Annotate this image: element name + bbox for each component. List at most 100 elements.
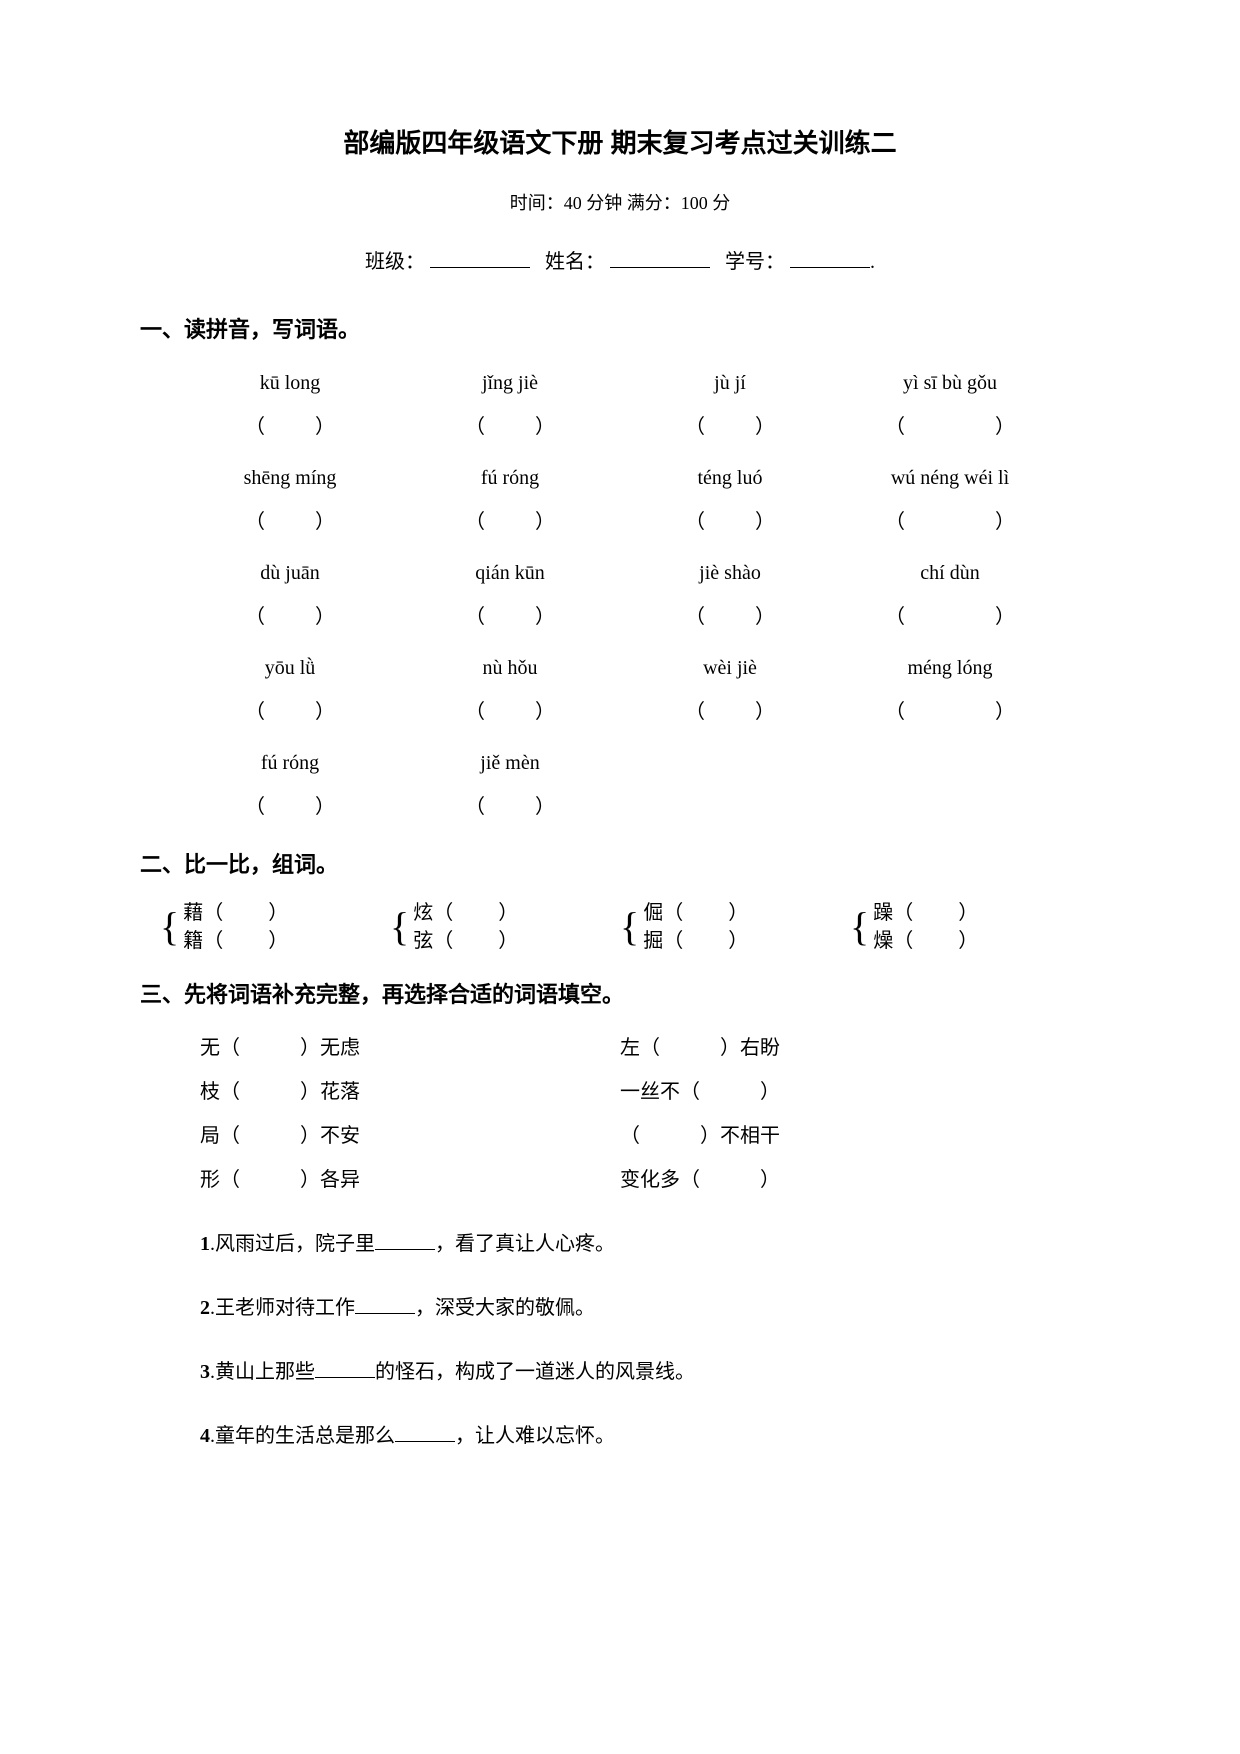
paren-cell[interactable]: （） bbox=[400, 694, 620, 730]
idiom-cell[interactable]: 局（ ）不安 bbox=[200, 1118, 620, 1154]
idiom-row-2: 枝（ ）花落 一丝不（ ） bbox=[140, 1074, 1100, 1110]
pinyin-cell: méng lóng bbox=[840, 650, 1060, 686]
pinyin-row-3: dù juān qián kūn jiè shào chí dùn bbox=[140, 555, 1100, 591]
char-line[interactable]: 掘（ ） bbox=[643, 927, 748, 955]
fill-sentence-3: 3.黄山上那些 的怪石，构成了一道迷人的风景线。 bbox=[140, 1354, 1100, 1390]
paren-cell[interactable]: （） bbox=[400, 599, 620, 635]
idiom-cell[interactable]: 左（ ）右盼 bbox=[620, 1030, 1040, 1066]
char-line[interactable]: 燥（ ） bbox=[873, 927, 978, 955]
idiom-row-1: 无（ ）无虑 左（ ）右盼 bbox=[140, 1030, 1100, 1066]
pinyin-cell: jǐng jiè bbox=[400, 365, 620, 401]
paren-row-3: （） （） （） （） bbox=[140, 599, 1100, 635]
char-line[interactable]: 倔（ ） bbox=[643, 899, 748, 927]
pinyin-cell: fú róng bbox=[400, 460, 620, 496]
paren-cell[interactable]: （） bbox=[620, 409, 840, 445]
pinyin-row-2: shēng míng fú róng téng luó wú néng wéi … bbox=[140, 460, 1100, 496]
paren-cell[interactable]: （） bbox=[620, 504, 840, 540]
paren-cell[interactable]: （） bbox=[840, 694, 1060, 730]
section1-title: 一、读拼音，写词语。 bbox=[140, 310, 1100, 350]
class-blank[interactable] bbox=[430, 246, 530, 268]
pinyin-row-1: kū long jǐng jiè jù jí yì sī bù gǒu bbox=[140, 365, 1100, 401]
paren-cell[interactable]: （） bbox=[620, 694, 840, 730]
pinyin-cell: dù juān bbox=[180, 555, 400, 591]
idiom-cell[interactable]: 形（ ）各异 bbox=[200, 1162, 620, 1198]
id-label: 学号： bbox=[725, 251, 785, 273]
idiom-cell[interactable]: （ ）不相干 bbox=[620, 1118, 1040, 1154]
pinyin-cell: nù hǒu bbox=[400, 650, 620, 686]
paren-cell[interactable]: （） bbox=[180, 694, 400, 730]
sentence-before: .黄山上那些 bbox=[210, 1361, 315, 1383]
paren-cell[interactable]: （） bbox=[180, 789, 400, 825]
paren-cell[interactable]: （） bbox=[400, 504, 620, 540]
period: . bbox=[870, 251, 875, 273]
class-label: 班级： bbox=[365, 251, 425, 273]
pinyin-cell: téng luó bbox=[620, 460, 840, 496]
pinyin-cell: jù jí bbox=[620, 365, 840, 401]
student-info-line: 班级： 姓名： 学号： . bbox=[140, 244, 1100, 280]
section3-title: 三、先将词语补充完整，再选择合适的词语填空。 bbox=[140, 975, 1100, 1015]
fill-sentence-1: 1.风雨过后，院子里，看了真让人心疼。 bbox=[140, 1226, 1100, 1262]
sentence-after: ，让人难以忘怀。 bbox=[455, 1425, 615, 1447]
brace-icon: { bbox=[390, 907, 409, 947]
paren-cell[interactable]: （） bbox=[620, 599, 840, 635]
paren-cell[interactable]: （） bbox=[180, 504, 400, 540]
paren-row-2: （） （） （） （） bbox=[140, 504, 1100, 540]
paren-row-1: （） （） （） （） bbox=[140, 409, 1100, 445]
fill-blank[interactable] bbox=[355, 1294, 415, 1314]
pinyin-cell: chí dùn bbox=[840, 555, 1060, 591]
name-label: 姓名： bbox=[545, 251, 605, 273]
compare-group-2: { 炫（ ） 弦（ ） bbox=[390, 899, 620, 955]
sentence-after: ，看了真让人心疼。 bbox=[435, 1233, 615, 1255]
paren-row-4: （） （） （） （） bbox=[140, 694, 1100, 730]
idiom-cell[interactable]: 一丝不（ ） bbox=[620, 1074, 1040, 1110]
pinyin-cell: shēng míng bbox=[180, 460, 400, 496]
paren-cell[interactable]: （） bbox=[840, 409, 1060, 445]
sentence-num: 4 bbox=[200, 1425, 210, 1447]
compare-group-1: { 藉（ ） 籍（ ） bbox=[160, 899, 390, 955]
pinyin-cell: qián kūn bbox=[400, 555, 620, 591]
pinyin-cell: fú róng bbox=[180, 745, 400, 781]
compare-group-3: { 倔（ ） 掘（ ） bbox=[620, 899, 850, 955]
paren-cell[interactable]: （） bbox=[840, 504, 1060, 540]
char-line[interactable]: 炫（ ） bbox=[413, 899, 518, 927]
pinyin-cell: yì sī bù gǒu bbox=[840, 365, 1060, 401]
name-blank[interactable] bbox=[610, 246, 710, 268]
pinyin-cell: wú néng wéi lì bbox=[840, 460, 1060, 496]
fill-blank[interactable] bbox=[315, 1358, 375, 1378]
sentence-before: .童年的生活总是那么 bbox=[210, 1425, 395, 1447]
subtitle: 时间：40 分钟 满分：100 分 bbox=[140, 187, 1100, 219]
sentence-num: 1 bbox=[200, 1233, 210, 1255]
fill-blank[interactable] bbox=[375, 1230, 435, 1250]
pinyin-row-5: fú róng jiě mèn bbox=[140, 745, 1100, 781]
paren-cell[interactable]: （） bbox=[180, 599, 400, 635]
brace-icon: { bbox=[850, 907, 869, 947]
char-line[interactable]: 躁（ ） bbox=[873, 899, 978, 927]
char-line[interactable]: 藉（ ） bbox=[183, 899, 288, 927]
idiom-row-4: 形（ ）各异 变化多（ ） bbox=[140, 1162, 1100, 1198]
paren-cell[interactable]: （） bbox=[400, 409, 620, 445]
compare-row: { 藉（ ） 籍（ ） { 炫（ ） 弦（ ） { 倔（ ） 掘（ ） { 躁（… bbox=[140, 899, 1100, 955]
idiom-cell[interactable]: 无（ ）无虑 bbox=[200, 1030, 620, 1066]
sentence-num: 3 bbox=[200, 1361, 210, 1383]
compare-group-4: { 躁（ ） 燥（ ） bbox=[850, 899, 1080, 955]
sentence-num: 2 bbox=[200, 1297, 210, 1319]
fill-blank[interactable] bbox=[395, 1422, 455, 1442]
char-line[interactable]: 籍（ ） bbox=[183, 927, 288, 955]
id-blank[interactable] bbox=[790, 246, 870, 268]
brace-icon: { bbox=[160, 907, 179, 947]
fill-sentence-2: 2.王老师对待工作，深受大家的敬佩。 bbox=[140, 1290, 1100, 1326]
pinyin-cell: jiě mèn bbox=[400, 745, 620, 781]
char-line[interactable]: 弦（ ） bbox=[413, 927, 518, 955]
idiom-cell[interactable]: 变化多（ ） bbox=[620, 1162, 1040, 1198]
sentence-after: 的怪石，构成了一道迷人的风景线。 bbox=[375, 1361, 695, 1383]
pinyin-cell: kū long bbox=[180, 365, 400, 401]
paren-row-5: （） （） bbox=[140, 789, 1100, 825]
sentence-before: .王老师对待工作 bbox=[210, 1297, 355, 1319]
paren-cell[interactable]: （） bbox=[180, 409, 400, 445]
brace-icon: { bbox=[620, 907, 639, 947]
pinyin-cell: yōu lǜ bbox=[180, 650, 400, 686]
fill-sentence-4: 4.童年的生活总是那么 ，让人难以忘怀。 bbox=[140, 1418, 1100, 1454]
idiom-cell[interactable]: 枝（ ）花落 bbox=[200, 1074, 620, 1110]
paren-cell[interactable]: （） bbox=[400, 789, 620, 825]
paren-cell[interactable]: （） bbox=[840, 599, 1060, 635]
